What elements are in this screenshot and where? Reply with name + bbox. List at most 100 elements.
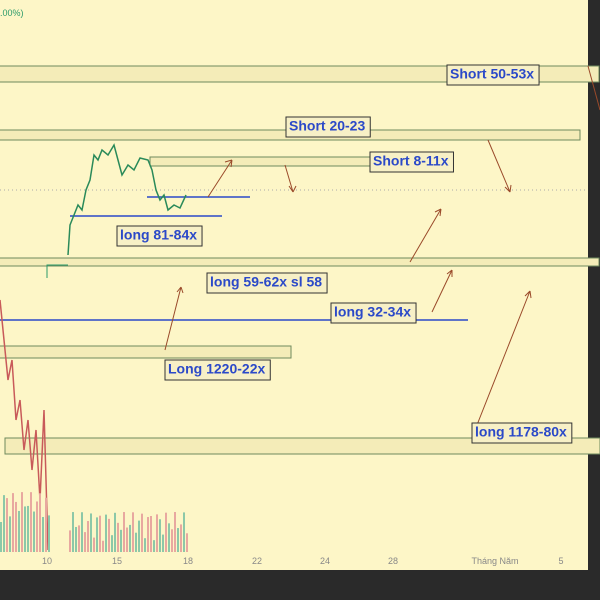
volume-bar (126, 527, 128, 552)
volume-bar (159, 519, 161, 552)
volume-bar (120, 529, 122, 552)
volume-bar (3, 495, 5, 552)
annotation-box (116, 225, 203, 247)
volume-bar (6, 498, 8, 552)
volume-bar (24, 506, 26, 552)
volume-bar (93, 537, 95, 552)
x-tick-label: 5 (558, 556, 563, 566)
volume-bar (99, 515, 101, 552)
volume-bar (183, 512, 185, 552)
annotation-label: Long 1220-22x (168, 361, 265, 377)
zone (4, 437, 600, 455)
volume-bar (33, 511, 35, 552)
volume-bar (81, 512, 83, 552)
volume-bar (27, 505, 29, 552)
x-tick-label: 22 (252, 556, 262, 566)
zone (149, 156, 373, 167)
x-tick-label: 15 (112, 556, 122, 566)
volume-bar (174, 512, 176, 552)
x-tick-label: Tháng Năm (471, 556, 518, 566)
volume-bar (45, 497, 47, 552)
annotation-label: Short 50-53x (450, 66, 534, 82)
volume-bar (69, 530, 71, 552)
volume-bar (30, 492, 32, 552)
annotation: long 1178-80x (471, 422, 573, 444)
volume-bar (36, 501, 38, 552)
annotation: Long 1220-22x (164, 359, 271, 381)
volume-bar (138, 520, 140, 552)
volume-bar (42, 516, 44, 552)
zone (0, 345, 292, 359)
annotation: Short 8-11x (369, 151, 454, 173)
volume-bar (162, 534, 164, 552)
annotation-box (206, 272, 328, 294)
volume-bar (123, 512, 125, 552)
price-step (46, 264, 68, 278)
annotation-box (446, 64, 540, 86)
volume-bar (102, 540, 104, 552)
volume-bar (108, 518, 110, 552)
volume-bar (144, 538, 146, 552)
annotation-label: long 1178-80x (475, 424, 567, 440)
volume-bar (186, 533, 188, 552)
volume-bar (129, 524, 131, 552)
arrows (164, 65, 600, 431)
volume-bar (168, 523, 170, 552)
volume-bar (165, 512, 167, 552)
volume-bar (78, 525, 80, 552)
x-tick-label: 10 (42, 556, 52, 566)
volume-bar (87, 521, 89, 552)
volume-bar (177, 528, 179, 552)
volume-bar (75, 526, 77, 552)
right-edge (588, 0, 600, 600)
volume-bar (105, 514, 107, 552)
volume-bar (39, 493, 41, 552)
volume-bar (12, 493, 14, 552)
volume-bar (117, 522, 119, 552)
volume-bar (84, 532, 86, 552)
annotation: Short 20-23 (285, 116, 371, 138)
volume-bar (114, 512, 116, 552)
volume-bar (156, 514, 158, 552)
volume-bar (180, 524, 182, 552)
annotation-label: long 59-62x sl 58 (210, 274, 322, 290)
change-text: .00%) (0, 8, 24, 18)
annotation-label: Short 20-23 (289, 118, 365, 134)
volume-bar (9, 516, 11, 552)
volume-bar (150, 515, 152, 552)
volume-bar (171, 529, 173, 552)
volume-bar (18, 510, 20, 552)
annotation-label: Short 8-11x (373, 153, 449, 169)
bottom-edge (0, 570, 600, 600)
annotation-box (330, 302, 417, 324)
volume (0, 492, 188, 552)
volume-bar (111, 535, 113, 552)
volume-bar (15, 501, 17, 552)
annotation-box (285, 116, 371, 138)
annotation: long 59-62x sl 58 (206, 272, 328, 294)
volume-bar (153, 540, 155, 552)
volume-bar (48, 515, 50, 552)
annotation-box (164, 359, 271, 381)
volume-bar (90, 513, 92, 552)
annotation-label: long 32-34x (334, 304, 411, 320)
volume-bar (132, 512, 134, 552)
annotation-label: long 81-84x (120, 227, 197, 243)
x-tick-label: 18 (183, 556, 193, 566)
annotation: Short 50-53x (446, 64, 540, 86)
volume-bar (0, 522, 2, 552)
annotation: long 32-34x (330, 302, 417, 324)
annotation-box (369, 151, 454, 173)
annotation: long 81-84x (116, 225, 203, 247)
volume-bar (135, 532, 137, 552)
volume-bar (96, 517, 98, 552)
volume-bar (147, 517, 149, 552)
volume-bar (21, 492, 23, 552)
price-path (67, 143, 187, 256)
volume-bar (72, 512, 74, 552)
x-tick-label: 28 (388, 556, 398, 566)
volume-bar (141, 513, 143, 552)
x-tick-label: 24 (320, 556, 330, 566)
